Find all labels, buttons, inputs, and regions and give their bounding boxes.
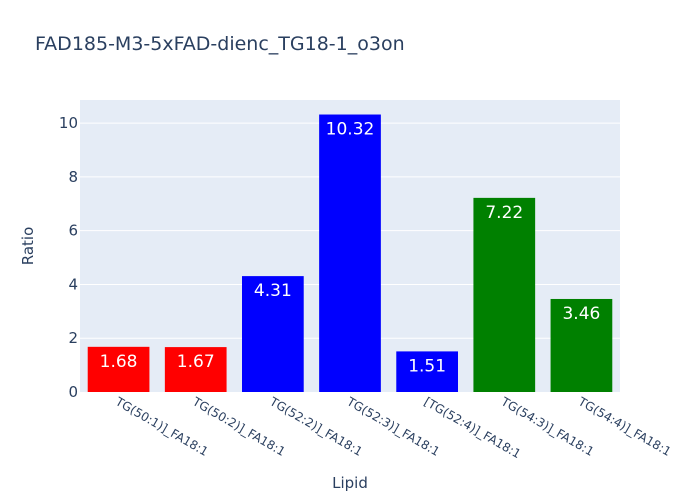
y-tick-label: 10 (59, 114, 78, 132)
bar (87, 346, 150, 392)
y-tick-label: 6 (68, 222, 78, 240)
x-axis-title: Lipid (332, 474, 368, 492)
y-axis-title: Ratio (19, 227, 37, 266)
x-axis-ticks: TG(50:1)]_FA18:1TG(50:2)]_FA18:1TG(52:2)… (112, 394, 673, 461)
bar (242, 276, 304, 392)
bar (396, 351, 458, 392)
bar (164, 347, 227, 392)
data-label: 4.31 (254, 281, 292, 301)
data-labels: 1.68 1.67 4.31 10.32 1.51 7.22 3.46 (100, 120, 601, 377)
bars (87, 114, 613, 392)
y-tick-label: 4 (68, 275, 78, 293)
bar (319, 114, 381, 392)
y-tick-label: 2 (68, 329, 78, 347)
bar (473, 197, 536, 392)
data-label: 1.68 (100, 352, 138, 372)
data-label: 3.46 (562, 304, 600, 324)
y-tick-label: 0 (68, 383, 78, 401)
data-label: 10.32 (326, 120, 375, 140)
data-label: 7.22 (485, 203, 523, 223)
data-label: 1.51 (408, 356, 446, 376)
y-axis-ticks: 0 2 4 6 8 10 (59, 114, 78, 401)
y-tick-label: 8 (68, 168, 78, 186)
chart-title: FAD185-M3-5xFAD-dienc_TG18-1_o3on (35, 33, 405, 55)
bar (550, 298, 613, 392)
data-label: 1.67 (177, 352, 215, 372)
